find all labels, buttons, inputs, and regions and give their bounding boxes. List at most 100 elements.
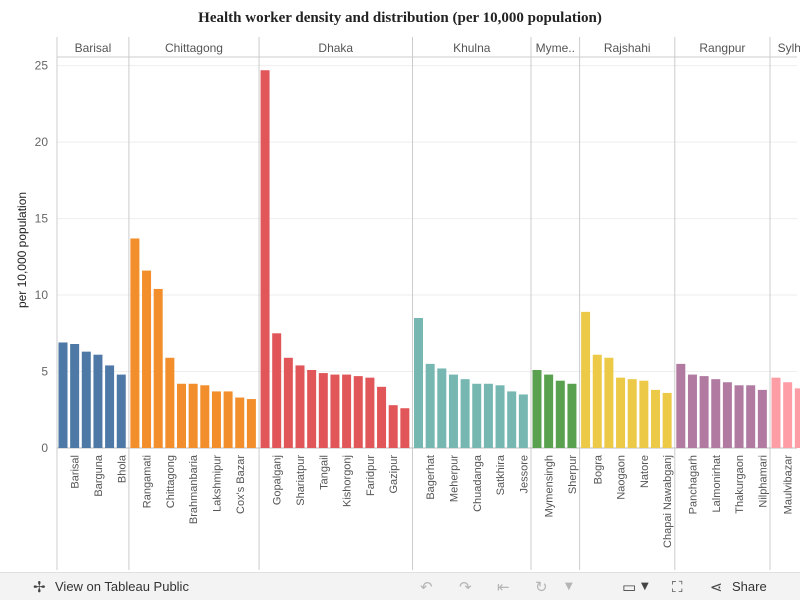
x-tick-label: Rangamati xyxy=(142,455,154,508)
bar xyxy=(472,383,482,448)
y-axis-label: per 10,000 population xyxy=(15,192,29,308)
bar xyxy=(246,399,256,448)
x-tick-label: Satkhira xyxy=(495,454,507,495)
bar xyxy=(318,373,328,448)
toolbar: ✢ View on Tableau Public ↶ ↷ ⇤ ↻ ▼ ▭ ▼ ⛶… xyxy=(0,572,800,600)
bar xyxy=(116,374,126,448)
revert-icon[interactable]: ⇤ xyxy=(497,578,510,596)
y-tick-label: 15 xyxy=(35,212,49,226)
bar xyxy=(414,318,423,448)
bar xyxy=(330,374,340,448)
x-tick-label: Bhola xyxy=(116,454,128,483)
y-tick-label: 10 xyxy=(35,288,49,302)
group-header-label: Sylhet xyxy=(778,41,800,55)
bar xyxy=(616,377,626,448)
share-icon[interactable]: ⋖ xyxy=(710,578,723,596)
chart: 0 5 10 15 20 25 per 10,000 population Barisal Ba… xyxy=(15,37,800,570)
share-button[interactable]: Share xyxy=(732,579,767,594)
x-tick-label: Mymensingh xyxy=(544,455,556,517)
bar xyxy=(272,333,282,448)
bar xyxy=(342,374,352,448)
bar xyxy=(495,385,505,448)
fullscreen-icon[interactable]: ⛶ xyxy=(672,578,683,596)
bar xyxy=(200,385,210,448)
x-tick-label: Barguna xyxy=(93,454,105,496)
bar xyxy=(365,377,375,448)
view-on-tableau-link[interactable]: View on Tableau Public xyxy=(55,579,189,594)
bar xyxy=(794,388,800,448)
bar xyxy=(142,270,152,448)
bar xyxy=(177,383,186,448)
x-tick-label: Meherpur xyxy=(448,455,460,502)
y-tick-label: 5 xyxy=(41,365,48,379)
bar xyxy=(377,386,387,448)
tableau-logo-icon[interactable]: ✢ xyxy=(33,578,46,596)
x-tick-label: Thakurgaon xyxy=(734,455,746,514)
bar xyxy=(130,238,140,448)
bar xyxy=(81,351,91,448)
x-tick-label: Jessore xyxy=(518,455,530,494)
x-tick-label: Lakshmipur xyxy=(211,455,223,512)
x-tick-label: Barisal xyxy=(70,455,82,489)
bar xyxy=(70,344,80,448)
bar xyxy=(783,382,793,448)
bar xyxy=(425,363,435,448)
bar xyxy=(260,70,270,448)
x-tick-label: Chuadanga xyxy=(472,454,484,512)
bar xyxy=(555,380,565,448)
bar xyxy=(460,379,470,448)
bar xyxy=(746,385,756,448)
bar xyxy=(627,379,637,448)
bar xyxy=(283,357,293,448)
x-tick-label: Maulvibazar xyxy=(783,455,795,515)
x-tick-label: Faridpur xyxy=(365,455,377,496)
group-header-label: Chittagong xyxy=(165,41,223,55)
group-header-label: Barisal xyxy=(75,41,112,55)
group-header-label: Rangpur xyxy=(699,41,745,55)
redo-icon[interactable]: ↷ xyxy=(459,578,472,596)
bar xyxy=(353,376,363,448)
bar xyxy=(734,385,744,448)
bar xyxy=(592,354,602,448)
x-tick-label: Naogaon xyxy=(616,455,628,500)
x-tick-label: Bagerhat xyxy=(425,455,437,500)
x-tick-label: Chapai Nawabganj xyxy=(662,455,674,548)
bar xyxy=(567,383,577,448)
x-tick-label: Cox's Bazar xyxy=(235,455,247,514)
bar xyxy=(544,374,554,448)
bar xyxy=(235,397,245,448)
x-tick-label: Nilphamari xyxy=(757,455,769,508)
bar xyxy=(483,383,493,448)
x-tick-label: Tangail xyxy=(318,455,330,490)
refresh-dropdown-icon[interactable]: ▼ xyxy=(565,581,573,592)
group-header-label: Myme.. xyxy=(536,41,575,55)
bar xyxy=(211,391,221,448)
bar xyxy=(188,383,198,448)
download-icon[interactable]: ▭ xyxy=(622,578,637,596)
undo-icon[interactable]: ↶ xyxy=(420,578,433,596)
refresh-icon[interactable]: ↻ xyxy=(535,578,548,596)
bar xyxy=(722,382,732,448)
bar xyxy=(604,357,614,448)
x-tick-label: Shariatpur xyxy=(295,455,307,506)
x-tick-label: Kishorgonj xyxy=(342,455,354,507)
x-tick-label: Panchagarh xyxy=(687,455,699,514)
x-tick-label: Gopalganj xyxy=(272,455,284,505)
y-tick-label: 25 xyxy=(35,59,49,73)
x-tick-label: Gazipur xyxy=(388,455,400,494)
bar xyxy=(532,370,542,448)
bar xyxy=(388,405,398,448)
download-dropdown-icon[interactable]: ▼ xyxy=(641,581,649,592)
y-tick-label: 20 xyxy=(35,135,49,149)
bar xyxy=(295,365,305,448)
bar xyxy=(153,288,163,448)
bar xyxy=(651,389,660,448)
bar xyxy=(662,392,672,448)
bar xyxy=(711,379,721,448)
bar xyxy=(757,389,767,448)
bar xyxy=(93,354,103,448)
x-tick-label: Lalmonirhat xyxy=(711,455,723,512)
x-tick-label: Bogra xyxy=(592,454,604,484)
bar xyxy=(400,408,410,448)
bar xyxy=(437,368,447,448)
